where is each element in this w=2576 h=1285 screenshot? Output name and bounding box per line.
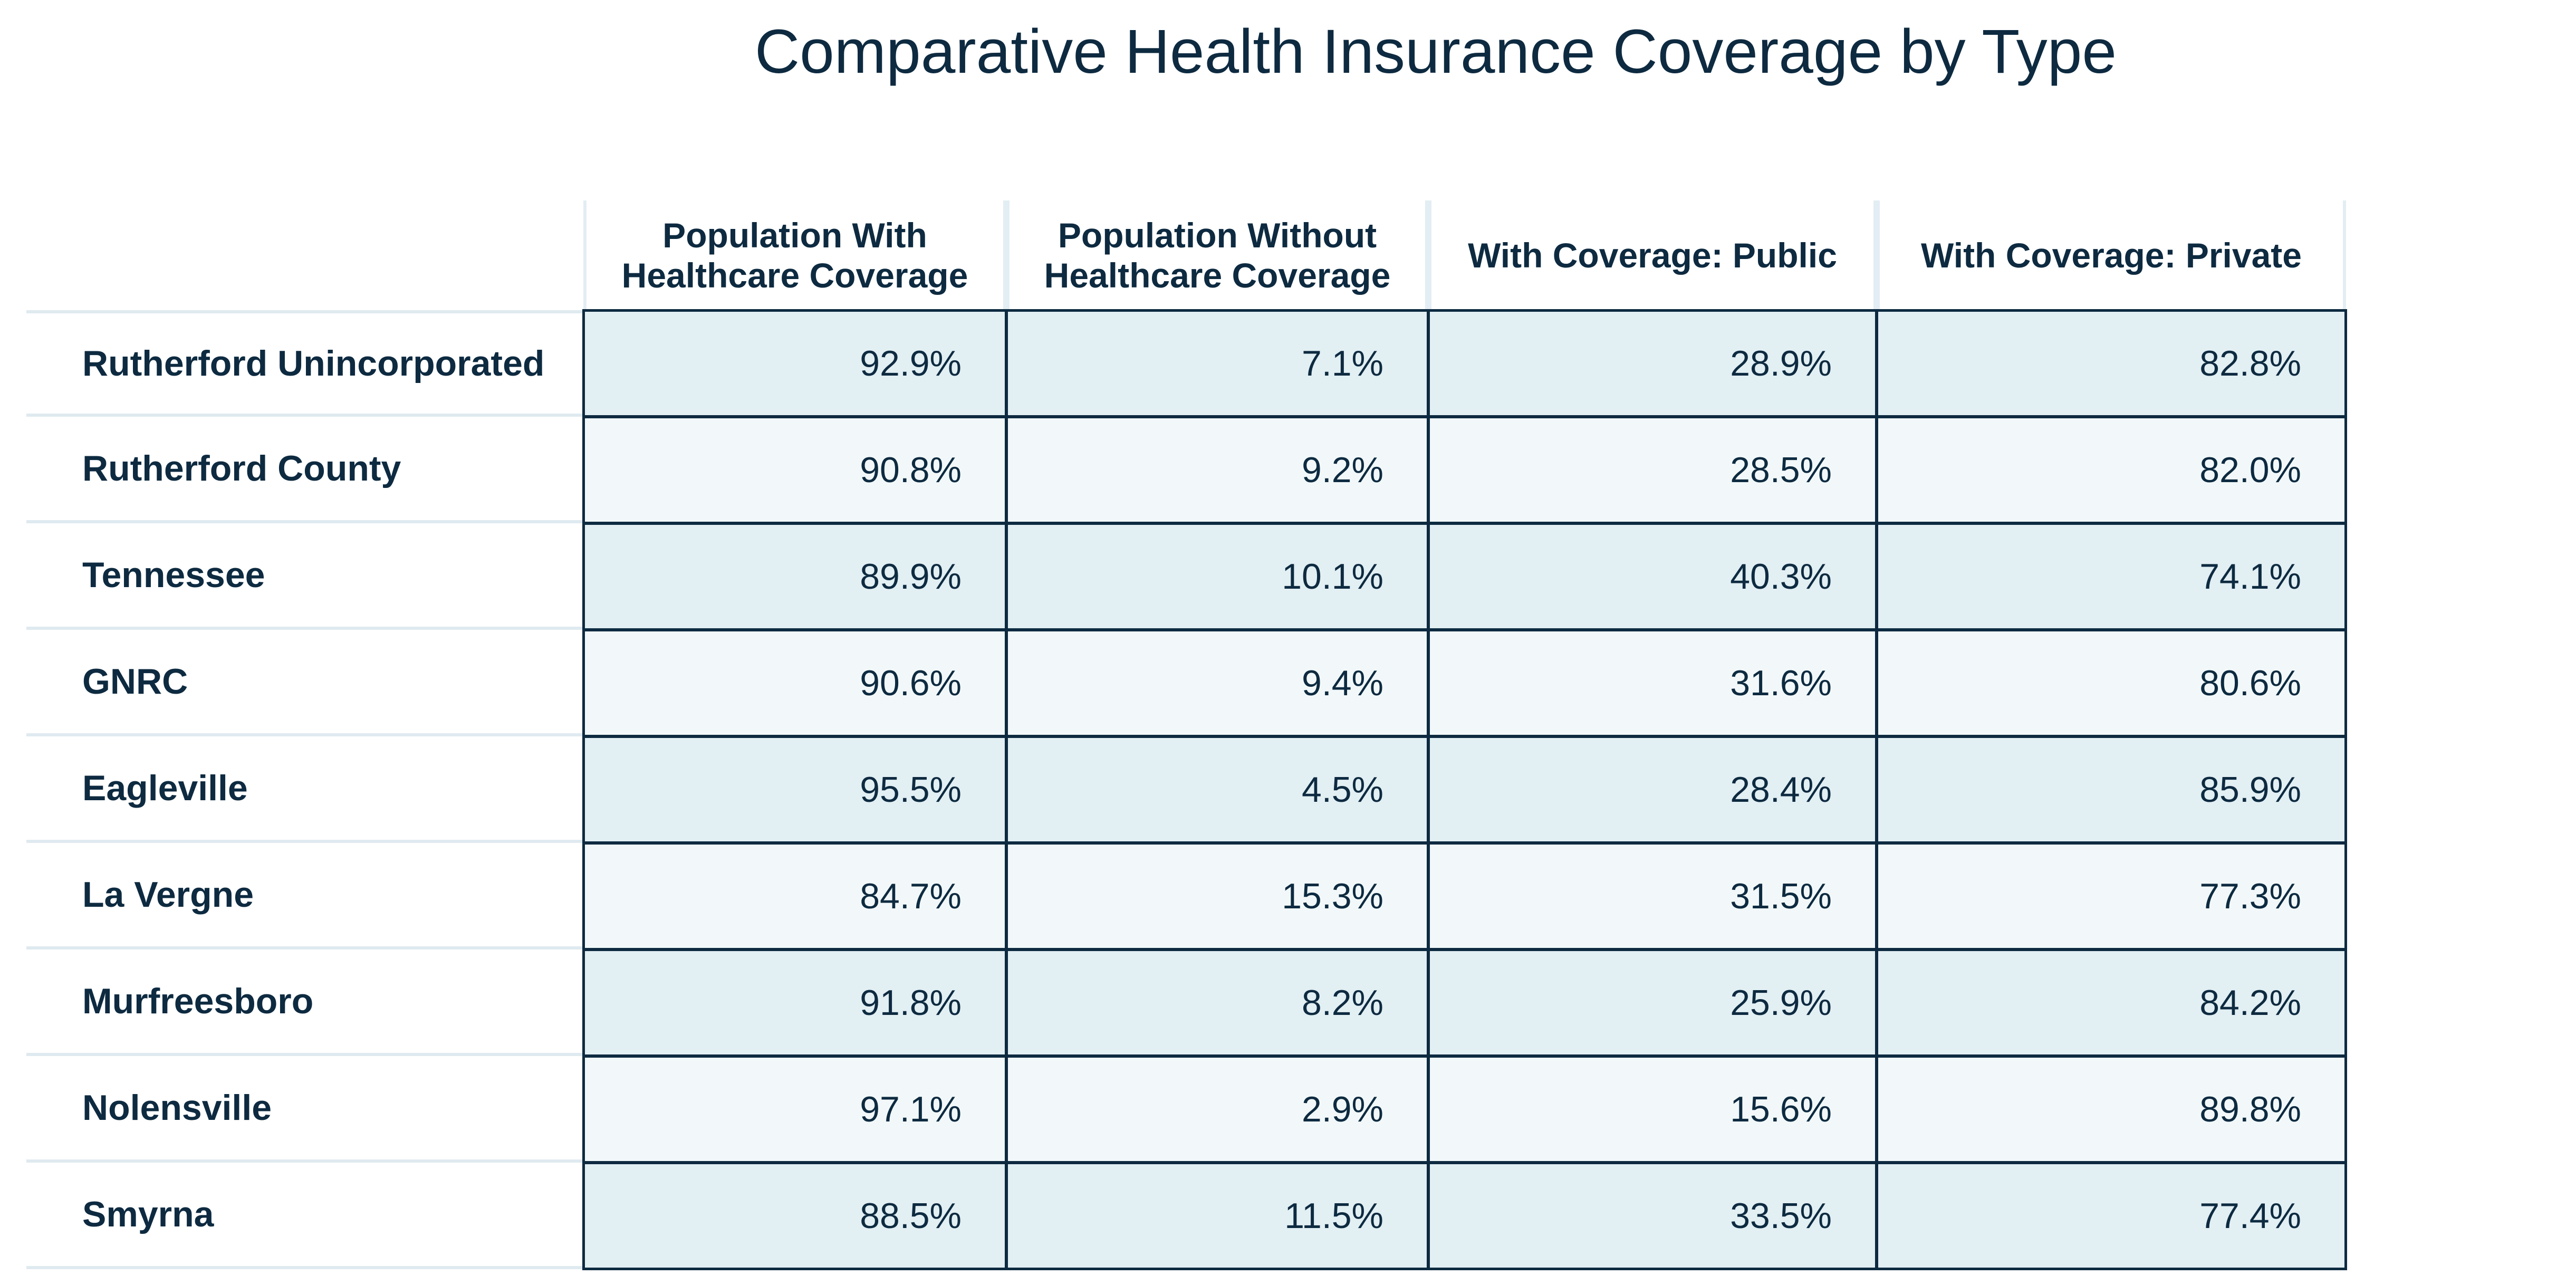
row-label: Rutherford Unincorporated: [26, 310, 583, 417]
table-cell: 84.2%: [1876, 948, 2347, 1057]
row-label: Eagleville: [26, 736, 583, 843]
table-cell: 80.6%: [1876, 629, 2347, 737]
table-cell: 28.9%: [1427, 309, 1878, 418]
table-cell: 90.6%: [582, 629, 1007, 737]
column-header-text: With Coverage: Public: [1468, 235, 1837, 275]
table-cell: 9.2%: [1005, 416, 1429, 524]
table-cell: 40.3%: [1427, 522, 1878, 631]
table-cell: 77.3%: [1876, 842, 2347, 951]
table-cell: 85.9%: [1876, 735, 2347, 844]
table-cell: 95.5%: [582, 735, 1007, 844]
column-header: Population With Healthcare Coverage: [583, 200, 1006, 310]
table-cell: 10.1%: [1005, 522, 1429, 631]
row-label: GNRC: [26, 630, 583, 736]
chart-title: Comparative Health Insurance Coverage by…: [754, 17, 2117, 87]
table-row: Eagleville 95.5% 4.5% 28.4% 85.9%: [26, 735, 2347, 844]
table-cell: 7.1%: [1005, 309, 1429, 418]
column-header-text: With Coverage: Private: [1921, 235, 2302, 275]
table-cell: 15.3%: [1005, 842, 1429, 951]
table-cell: 8.2%: [1005, 948, 1429, 1057]
table-cell: 97.1%: [582, 1055, 1007, 1164]
table-cell: 28.5%: [1427, 416, 1878, 524]
table-row: Nolensville 97.1% 2.9% 15.6% 89.8%: [26, 1055, 2347, 1164]
table-cell: 25.9%: [1427, 948, 1878, 1057]
column-header: With Coverage: Private: [1877, 200, 2346, 310]
table-row: Smyrna 88.5% 11.5% 33.5% 77.4%: [26, 1162, 2347, 1270]
table-cell: 84.7%: [582, 842, 1007, 951]
row-label: La Vergne: [26, 843, 583, 950]
row-label: Smyrna: [26, 1163, 583, 1269]
table-cell: 90.8%: [582, 416, 1007, 524]
row-label: Rutherford County: [26, 417, 583, 523]
column-header-text: Population With Healthcare Coverage: [622, 215, 968, 295]
table-row: GNRC 90.6% 9.4% 31.6% 80.6%: [26, 629, 2347, 737]
table-cell: 11.5%: [1005, 1162, 1429, 1270]
table-cell: 74.1%: [1876, 522, 2347, 631]
column-header-text: Population Without Healthcare Coverage: [1044, 215, 1391, 295]
table-cell: 89.9%: [582, 522, 1007, 631]
table-row: Murfreesboro 91.8% 8.2% 25.9% 84.2%: [26, 948, 2347, 1057]
row-label: Murfreesboro: [26, 950, 583, 1056]
table-cell: 33.5%: [1427, 1162, 1878, 1270]
table-row: La Vergne 84.7% 15.3% 31.5% 77.3%: [26, 842, 2347, 951]
table-row: Rutherford County 90.8% 9.2% 28.5% 82.0%: [26, 416, 2347, 524]
table-cell: 77.4%: [1876, 1162, 2347, 1270]
table-cell: 31.6%: [1427, 629, 1878, 737]
column-header: With Coverage: Public: [1428, 200, 1877, 310]
table-cell: 15.6%: [1427, 1055, 1878, 1164]
column-header-line: Population Without: [1058, 216, 1377, 255]
table-cell: 2.9%: [1005, 1055, 1429, 1164]
table-cell: 9.4%: [1005, 629, 1429, 737]
column-header-line: Healthcare Coverage: [1044, 256, 1391, 295]
table-cell: 88.5%: [582, 1162, 1007, 1270]
table-cell: 82.0%: [1876, 416, 2347, 524]
row-label: Nolensville: [26, 1056, 583, 1163]
table-cell: 92.9%: [582, 309, 1007, 418]
column-header-line: With Coverage: Public: [1468, 236, 1837, 275]
column-header-line: With Coverage: Private: [1921, 236, 2302, 275]
table-cell: 82.8%: [1876, 309, 2347, 418]
column-header-line: Healthcare Coverage: [621, 256, 968, 295]
table-cell: 91.8%: [582, 948, 1007, 1057]
table-cell: 31.5%: [1427, 842, 1878, 951]
table-cell: 28.4%: [1427, 735, 1878, 844]
row-label: Tennessee: [26, 523, 583, 630]
column-header: Population Without Healthcare Coverage: [1006, 200, 1428, 310]
table-row: Tennessee 89.9% 10.1% 40.3% 74.1%: [26, 522, 2347, 631]
table-cell: 4.5%: [1005, 735, 1429, 844]
column-header-line: Population With: [662, 216, 927, 255]
table-row: Rutherford Unincorporated 92.9% 7.1% 28.9% 8…: [26, 309, 2347, 418]
table-cell: 89.8%: [1876, 1055, 2347, 1164]
